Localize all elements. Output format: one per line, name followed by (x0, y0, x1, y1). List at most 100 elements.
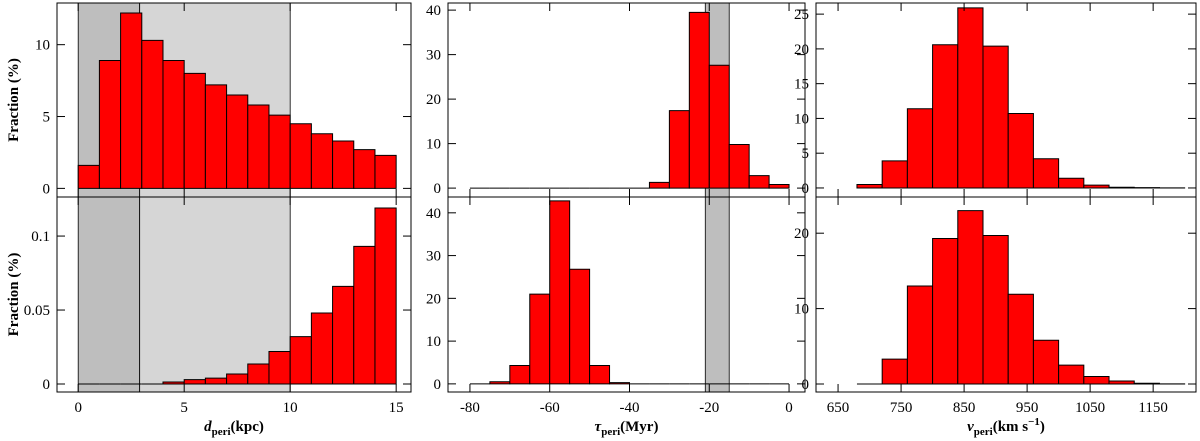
bar (1007, 293, 1034, 385)
y-tick-label: 20 (794, 42, 809, 58)
bar (957, 210, 984, 385)
bar (183, 72, 206, 189)
bar (247, 363, 270, 385)
x-tick-label: 750 (890, 400, 913, 416)
y-tick-label: 5 (802, 146, 810, 162)
bar (141, 39, 164, 189)
bar (226, 373, 249, 385)
x-axis-label: τperi(Myr) (595, 419, 659, 438)
shaded-region (139, 197, 291, 392)
bar (1032, 339, 1060, 385)
bar (668, 110, 690, 189)
y-tick-label: 25 (794, 7, 809, 23)
x-label-subscript: peri (212, 426, 231, 438)
bar (1032, 158, 1060, 189)
y-tick-label: 10 (426, 334, 441, 350)
bar (932, 44, 959, 189)
y-tick-label: 0 (802, 377, 810, 393)
bar (1108, 186, 1135, 189)
x-label-superscript: −1 (1028, 416, 1040, 428)
bar (589, 364, 611, 385)
bar (549, 200, 571, 385)
y-tick-label: 0 (43, 377, 51, 393)
bar (489, 381, 511, 385)
bar (374, 207, 397, 385)
bar (183, 379, 206, 385)
bar (728, 143, 750, 189)
bar (957, 7, 984, 189)
bar (881, 358, 908, 385)
bar (748, 175, 770, 189)
bar (906, 108, 934, 189)
bar (1058, 364, 1085, 385)
y-tick-label: 10 (794, 302, 809, 318)
bar (1058, 177, 1085, 189)
bar (569, 268, 591, 385)
bar (906, 285, 934, 385)
y-tick-label: 30 (426, 249, 441, 265)
bar (1133, 382, 1160, 385)
y-tick-label: 0.05 (24, 303, 50, 319)
bar (1083, 184, 1110, 189)
bar (932, 237, 959, 385)
x-label-unit: (kpc) (231, 419, 264, 435)
bar (162, 381, 185, 385)
y-axis-label: Fraction (%) (6, 253, 22, 337)
x-tick-label: -20 (699, 400, 719, 416)
x-tick-label: 5 (180, 400, 188, 416)
shaded-region (78, 197, 140, 392)
x-tick-label: 10 (283, 400, 298, 416)
bar (609, 382, 630, 385)
bar (204, 84, 228, 189)
bar (289, 123, 312, 189)
bar (310, 312, 334, 385)
bar (648, 181, 670, 189)
x-label-unit: (km s (993, 419, 1029, 435)
y-axis-label: Fraction (%) (6, 58, 22, 142)
axes-frame (447, 2, 806, 198)
x-tick-label: 0 (785, 400, 793, 416)
x-label-subscript: peri (601, 426, 620, 438)
x-label-symbol: d (204, 419, 212, 435)
y-tick-label: 10 (426, 137, 441, 153)
y-tick-label: 0 (434, 181, 442, 197)
bar (98, 59, 122, 189)
y-tick-label: 40 (426, 3, 441, 19)
bar (529, 293, 551, 385)
bar (332, 285, 355, 385)
bar (289, 336, 312, 385)
y-tick-label: 0 (43, 181, 51, 197)
y-tick-label: 20 (794, 226, 809, 242)
bar (982, 45, 1009, 189)
y-tick-label: 5 (43, 110, 51, 126)
bar (162, 59, 185, 189)
bar (881, 160, 908, 189)
x-label-subscript: peri (974, 426, 993, 438)
bar (268, 350, 291, 385)
bar (982, 234, 1009, 385)
y-tick-label: 10 (794, 111, 809, 127)
x-tick-label: 1050 (1075, 400, 1105, 416)
x-tick-label: -40 (619, 400, 639, 416)
axes-frame (56, 196, 412, 393)
bar (374, 154, 397, 189)
bar (268, 114, 291, 189)
x-axis-label: dperi(kpc) (204, 419, 264, 438)
x-label-symbol: v (967, 419, 974, 435)
shaded-region (705, 197, 730, 392)
bar (688, 11, 710, 189)
y-tick-label: 40 (426, 206, 441, 222)
bar (509, 364, 531, 385)
y-tick-label: 20 (426, 291, 441, 307)
bar (768, 184, 790, 189)
x-label-unit: (Myr) (620, 419, 658, 435)
bar (1007, 113, 1034, 189)
bar (332, 140, 355, 189)
y-tick-label: 30 (426, 48, 441, 64)
axes-frame (447, 196, 806, 393)
x-tick-label: 0 (74, 400, 82, 416)
bar (226, 94, 249, 189)
bar (353, 149, 376, 189)
bar (204, 377, 228, 385)
